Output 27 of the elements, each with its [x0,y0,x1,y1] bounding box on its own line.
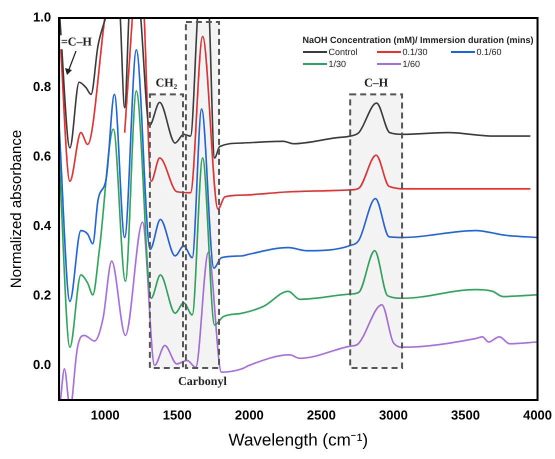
legend-label: Control [328,46,358,58]
band-label: C–H [364,75,389,90]
legend-label: 0.1/60 [476,46,502,58]
x-tick-label: 4000 [523,407,552,422]
y-tick-label: 0.2 [32,287,52,302]
y-tick-label: 0.4 [32,218,52,233]
x-tick-label: 1000 [90,407,120,422]
legend-label: 1/30 [328,58,346,70]
x-tick-label: 3000 [378,407,408,422]
annotation: =C–H [60,34,92,48]
y-tick-label: 0.0 [32,356,52,372]
band-label: CH₂ [156,75,178,90]
x-axis-title: Wavelength (cm⁻¹) [228,430,368,450]
band-label: Carbonyl [178,374,228,388]
legend-label: 0.1/30 [402,46,428,58]
line-series [59,49,538,302]
legend-label: 1/60 [402,58,420,70]
x-tick-label: 2500 [306,407,336,422]
x-tick-label: 2000 [234,407,264,422]
legend-title: NaOH Concentration (mM)/ Immersion duration (mins) [302,34,534,46]
x-tick-label: 1500 [162,407,192,422]
y-axis-title: Normalized absorbance [8,130,26,288]
x-tick-label: 3500 [451,407,480,422]
y-tick-label: 1.0 [32,10,52,25]
line-series [59,90,538,348]
y-tick-label: 0.6 [32,148,52,164]
y-tick-label: 0.8 [32,79,52,94]
